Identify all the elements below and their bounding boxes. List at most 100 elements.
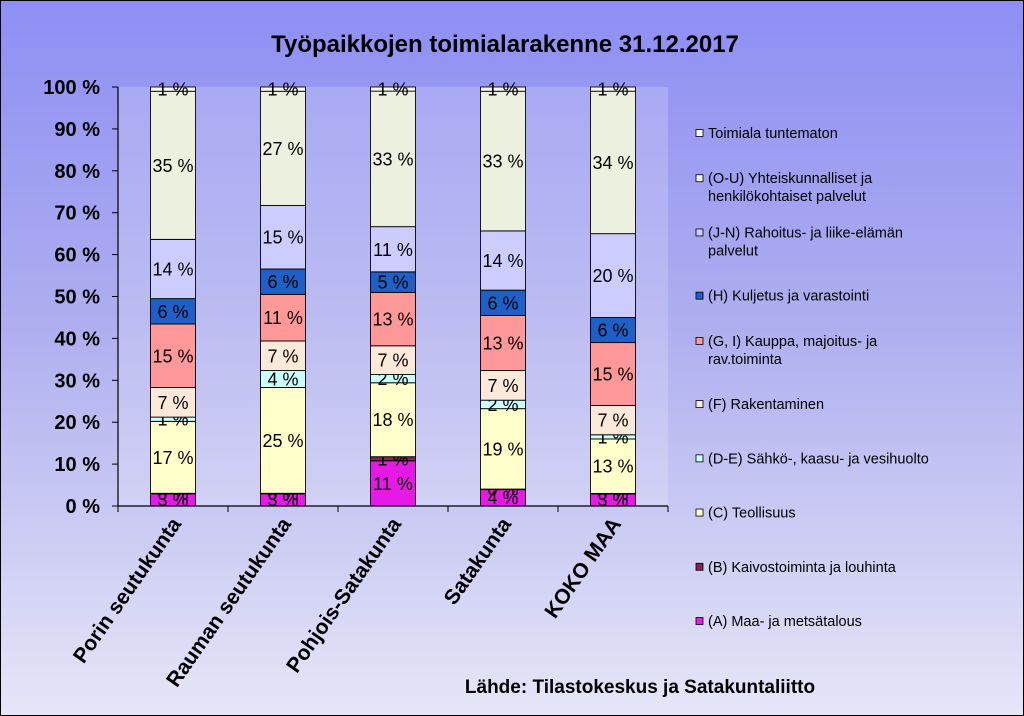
y-tick-label: 80 % xyxy=(54,161,100,183)
bar-segment xyxy=(149,90,196,240)
bar-segment xyxy=(590,404,637,436)
bar-segment xyxy=(149,298,196,325)
data-label: 11 % xyxy=(263,308,303,328)
legend-label: Toimiala tuntematon xyxy=(708,126,838,142)
bar-segment xyxy=(149,387,196,418)
bar-segment xyxy=(260,86,307,92)
data-label: 17 % xyxy=(152,448,193,468)
x-tick-label: KOKO MAA xyxy=(540,514,626,623)
y-tick-label: 90 % xyxy=(54,119,100,141)
data-label: 15 % xyxy=(152,346,193,366)
data-label: 15 % xyxy=(592,365,633,385)
bar-segment xyxy=(370,86,417,92)
legend-label: (H) Kuljetus ja varastointi xyxy=(708,289,869,305)
data-label: 7 % xyxy=(267,346,298,366)
bar-segment xyxy=(590,90,637,235)
bar-segment xyxy=(590,86,637,92)
legend-swatch xyxy=(695,454,704,463)
bar-segment xyxy=(260,340,307,372)
data-label: 11 % xyxy=(373,240,413,260)
bar-segment xyxy=(260,387,307,494)
data-label: 7 % xyxy=(377,351,408,371)
data-label: 6 % xyxy=(597,321,628,341)
bar-segment xyxy=(480,408,527,490)
data-label: 15 % xyxy=(262,228,303,248)
data-label: 13 % xyxy=(592,457,633,477)
y-tick-label: 50 % xyxy=(54,287,100,309)
data-label: 6 % xyxy=(157,302,188,322)
data-label: 34 % xyxy=(592,153,633,173)
data-label: 6 % xyxy=(267,272,298,292)
data-label: 35 % xyxy=(152,156,193,176)
data-label: 4 % xyxy=(487,488,518,508)
data-label: 19 % xyxy=(482,439,523,459)
bar-segment xyxy=(149,420,196,494)
bar-segment xyxy=(149,323,196,388)
data-label: 20 % xyxy=(592,266,633,286)
legend-swatch xyxy=(695,228,704,237)
data-label: 13 % xyxy=(372,310,413,330)
legend-label: (A) Maa- ja metsätalous xyxy=(708,614,862,630)
bar-segment xyxy=(590,342,637,406)
bar-segment xyxy=(480,370,527,401)
data-label: 25 % xyxy=(262,431,303,451)
legend-swatch xyxy=(695,617,704,625)
y-tick-label: 0 % xyxy=(66,496,101,518)
data-label: 3 % xyxy=(597,490,628,510)
legend-swatch xyxy=(695,400,704,409)
bar-segment xyxy=(480,230,527,291)
bar-segment xyxy=(480,86,527,92)
data-label: 1 % xyxy=(377,80,408,100)
legend-swatch xyxy=(695,174,704,183)
bars: 3 %0 %17 %1 %7 %15 %6 %14 %35 %1 %3 %0 %… xyxy=(149,80,637,510)
data-label: 33 % xyxy=(372,149,413,169)
bar-segment xyxy=(260,90,307,206)
y-tick-label: 70 % xyxy=(54,203,100,225)
x-tick-label: Rauman seutukunta xyxy=(162,513,296,691)
bar-segment xyxy=(370,90,417,228)
legend-swatch xyxy=(695,129,704,137)
legend-label: (O-U) Yhteiskunnalliset ja henkilökohtais… xyxy=(708,171,873,205)
y-tick-label: 60 % xyxy=(54,245,100,267)
y-tick-label: 10 % xyxy=(54,454,100,476)
legend-label: (C) Teollisuus xyxy=(708,506,796,522)
legend-label: (D-E) Sähkö-, kaasu- ja vesihuolto xyxy=(708,451,929,467)
data-label: 11 % xyxy=(373,474,413,494)
bar-segment xyxy=(590,317,637,344)
bar-segment xyxy=(590,233,637,318)
axes xyxy=(117,87,669,512)
chart-title: Työpaikkojen toimialarakenne 31.12.2017 xyxy=(271,31,739,58)
data-label: 5 % xyxy=(377,273,408,293)
bar-segment xyxy=(260,293,307,342)
data-label: 27 % xyxy=(262,139,303,159)
data-label: 33 % xyxy=(482,152,523,172)
data-label: 3 % xyxy=(267,490,298,510)
data-label: 14 % xyxy=(152,259,193,279)
data-label: 3 % xyxy=(157,490,188,510)
bar-segment xyxy=(260,268,307,295)
data-label: 1 % xyxy=(487,80,518,100)
data-label: 14 % xyxy=(482,251,523,271)
legend-swatch xyxy=(695,508,704,517)
data-label: 1 % xyxy=(157,80,188,100)
y-tick-label: 40 % xyxy=(54,328,100,350)
x-tick-label: Pohjois-Satakunta xyxy=(282,513,406,677)
source-note: Lähde: Tilastokeskus ja Satakuntaliitto xyxy=(465,677,815,698)
legend: Toimiala tuntematon (O-U) Yhteiskunnallis… xyxy=(695,126,929,630)
y-tick-label: 100 % xyxy=(43,77,100,99)
data-label: 18 % xyxy=(372,410,413,430)
legend-label: (J-N) Rahoitus- ja liike-elämän palvelut xyxy=(708,225,903,259)
y-tick-label: 20 % xyxy=(54,412,100,434)
legend-label: (F) Rakentaminen xyxy=(708,397,824,413)
legend-swatch xyxy=(695,336,704,345)
data-label: 7 % xyxy=(597,411,628,431)
data-label: 4 % xyxy=(267,370,298,390)
legend-label: (B) Kaivostoiminta ja louhinta xyxy=(708,560,897,576)
x-tick-label: Porin seutukunta xyxy=(69,513,186,667)
data-label: 13 % xyxy=(482,334,523,354)
y-tick-label: 30 % xyxy=(54,370,100,392)
data-label: 1 % xyxy=(267,80,298,100)
data-label: 7 % xyxy=(157,393,188,413)
